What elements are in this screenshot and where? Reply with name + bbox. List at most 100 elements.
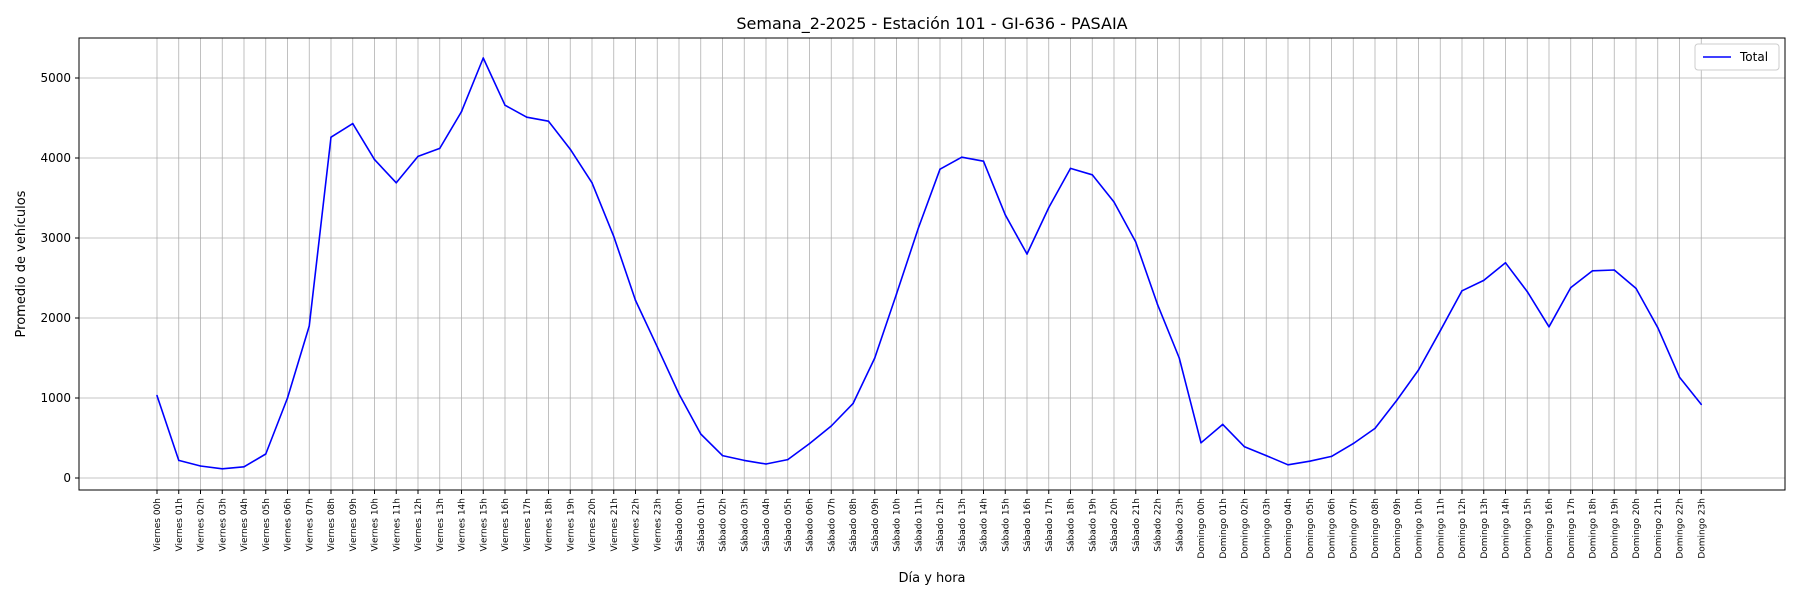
data-point bbox=[1265, 454, 1268, 457]
data-point bbox=[156, 394, 158, 397]
y-axis-label: Promedio de vehículos bbox=[14, 190, 29, 337]
x-tick-label: Sábado 21h bbox=[1132, 498, 1142, 552]
data-point bbox=[1243, 446, 1246, 448]
x-tick-label: Viernes 10h bbox=[371, 498, 381, 552]
chart-title: Semana_2-2025 - Estación 101 - GI-636 - … bbox=[736, 14, 1127, 34]
data-point bbox=[1113, 201, 1115, 203]
data-point bbox=[808, 442, 811, 445]
data-point bbox=[1700, 403, 1703, 406]
data-point bbox=[1635, 287, 1637, 290]
legend-label: Total bbox=[1739, 50, 1768, 64]
data-point bbox=[591, 182, 593, 184]
x-tick-label: Sábado 03h bbox=[740, 498, 750, 552]
x-tick-label: Sábado 12h bbox=[936, 498, 946, 552]
grid bbox=[79, 38, 1785, 490]
data-point bbox=[373, 158, 376, 161]
x-tick-label: Sábado 02h bbox=[719, 498, 729, 552]
data-point bbox=[286, 397, 289, 399]
data-point bbox=[525, 116, 528, 118]
x-tick-label: Domingo 02h bbox=[1241, 498, 1251, 559]
x-tick-label: Viernes 12h bbox=[414, 498, 424, 552]
x-tick-label: Sábado 15h bbox=[1001, 498, 1011, 552]
data-point bbox=[786, 458, 789, 461]
x-tick-label: Sábado 05h bbox=[784, 498, 794, 552]
data-point bbox=[895, 293, 898, 295]
data-point bbox=[1439, 330, 1442, 332]
x-tick-label: Domingo 22h bbox=[1676, 498, 1686, 559]
data-point bbox=[1417, 369, 1420, 371]
x-tick-label: Viernes 18h bbox=[545, 498, 555, 552]
y-tick-label: 1000 bbox=[40, 391, 71, 405]
x-tick-label: Sábado 01h bbox=[697, 498, 707, 552]
data-point bbox=[1200, 442, 1202, 444]
x-tick-label: Sábado 07h bbox=[827, 498, 837, 552]
data-point bbox=[1178, 357, 1181, 359]
x-tick-label: Domingo 01h bbox=[1219, 498, 1229, 559]
data-point bbox=[699, 433, 702, 435]
data-point bbox=[612, 235, 615, 238]
x-tick-label: Viernes 22h bbox=[632, 498, 642, 552]
data-point bbox=[1461, 290, 1463, 292]
data-point bbox=[1678, 376, 1681, 379]
x-tick-label: Domingo 17h bbox=[1567, 498, 1577, 559]
data-point bbox=[1613, 269, 1616, 271]
data-point bbox=[395, 182, 398, 184]
data-point bbox=[721, 454, 724, 457]
data-point bbox=[177, 459, 180, 462]
data-point bbox=[634, 299, 637, 302]
x-tick-label: Domingo 00h bbox=[1197, 498, 1207, 559]
x-tick-label: Domingo 06h bbox=[1328, 498, 1338, 559]
x-tick-label: Viernes 13h bbox=[436, 498, 446, 552]
data-point bbox=[1569, 286, 1572, 289]
y-tick-label: 0 bbox=[63, 471, 71, 485]
x-tick-label: Domingo 03h bbox=[1262, 498, 1272, 559]
data-point bbox=[917, 227, 920, 230]
x-tick-label: Sábado 06h bbox=[806, 498, 816, 552]
x-tick-label: Viernes 14h bbox=[458, 498, 468, 552]
data-point bbox=[960, 156, 963, 158]
x-tick-label: Viernes 17h bbox=[523, 498, 533, 552]
data-point bbox=[1156, 303, 1159, 306]
x-tick-label: Domingo 20h bbox=[1632, 498, 1642, 559]
data-point bbox=[547, 120, 550, 122]
data-point bbox=[852, 402, 854, 405]
data-point bbox=[1591, 270, 1594, 272]
data-point bbox=[308, 325, 311, 327]
data-point bbox=[1004, 214, 1007, 216]
data-point bbox=[243, 466, 245, 468]
x-tick-label: Viernes 05h bbox=[262, 498, 272, 552]
data-point bbox=[1352, 442, 1355, 445]
x-tick-label: Viernes 03h bbox=[218, 498, 228, 552]
data-point bbox=[678, 393, 680, 395]
y-tick-label: 4000 bbox=[40, 151, 71, 165]
x-tick-label: Sábado 19h bbox=[1088, 498, 1098, 552]
x-tick-label: Viernes 01h bbox=[175, 498, 185, 552]
x-tick-label: Viernes 19h bbox=[566, 498, 576, 552]
x-tick-label: Viernes 08h bbox=[327, 498, 337, 552]
data-point bbox=[1482, 279, 1485, 282]
x-tick-label: Sábado 13h bbox=[958, 498, 968, 552]
x-tick-label: Sábado 00h bbox=[675, 498, 685, 552]
series-line-0 bbox=[156, 57, 1702, 470]
x-tick-label: Sábado 16h bbox=[1023, 498, 1033, 552]
data-point bbox=[982, 160, 985, 162]
data-point bbox=[438, 147, 441, 150]
y-tick-label: 3000 bbox=[40, 231, 71, 245]
legend: Total bbox=[1694, 43, 1780, 71]
data-point bbox=[417, 155, 419, 158]
x-tick-label: Domingo 18h bbox=[1589, 498, 1599, 559]
x-tick-label: Viernes 20h bbox=[588, 498, 598, 552]
data-point bbox=[1308, 460, 1311, 463]
x-tick-label: Domingo 14h bbox=[1502, 498, 1512, 559]
data-point bbox=[1091, 174, 1094, 176]
series-layer bbox=[156, 57, 1703, 470]
y-axis: 0 1000 2000 3000 4000 5000 bbox=[40, 71, 79, 485]
x-tick-label: Viernes 23h bbox=[653, 498, 663, 552]
data-point bbox=[743, 459, 746, 462]
x-tick-label: Domingo 10h bbox=[1415, 498, 1425, 559]
data-point bbox=[1395, 399, 1398, 402]
x-axis-label: Día y hora bbox=[898, 571, 965, 586]
data-point bbox=[656, 346, 659, 348]
x-tick-label: Domingo 21h bbox=[1654, 498, 1664, 559]
x-tick-label: Sábado 14h bbox=[980, 498, 990, 552]
